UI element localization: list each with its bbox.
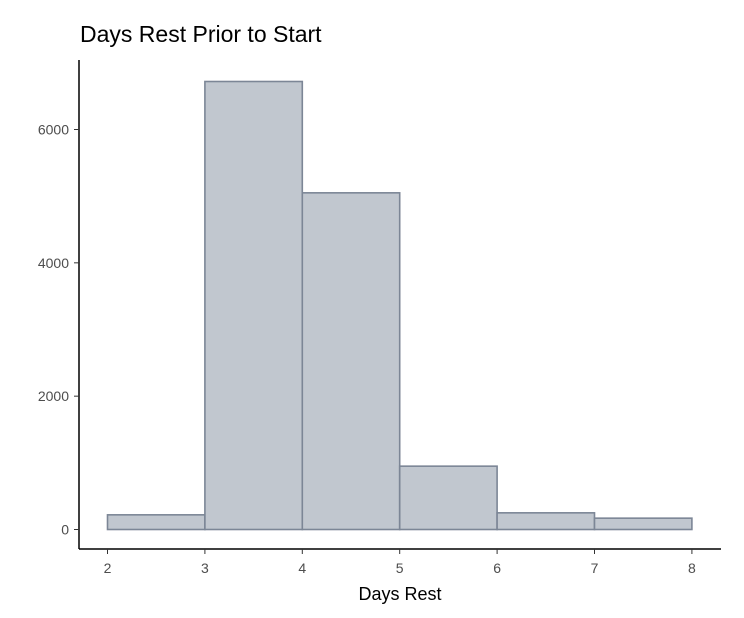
histogram-bar [204, 80, 304, 531]
histogram-bar [593, 517, 693, 531]
histogram-bar [398, 465, 498, 531]
x-tick-label: 7 [591, 560, 599, 576]
x-tick-label: 3 [201, 560, 209, 576]
y-tick-label: 2000 [38, 388, 69, 404]
chart-title: Days Rest Prior to Start [80, 21, 322, 47]
bars-group [106, 80, 693, 531]
x-tick-label: 2 [104, 560, 112, 576]
x-tick-label: 5 [396, 560, 404, 576]
histogram-bar [496, 512, 596, 531]
x-axis-title: Days Rest [358, 584, 441, 604]
histogram-bar [301, 192, 401, 531]
y-axis-ticks: 0 2000 4000 6000 [38, 122, 79, 538]
y-tick-label: 4000 [38, 255, 69, 271]
y-tick-label: 6000 [38, 122, 69, 138]
x-tick-label: 8 [688, 560, 696, 576]
x-axis-ticks: 2 3 4 5 6 7 8 [104, 549, 696, 576]
x-tick-label: 4 [298, 560, 306, 576]
histogram-bar [106, 514, 206, 531]
x-tick-label: 6 [493, 560, 501, 576]
y-tick-label: 0 [61, 522, 69, 538]
